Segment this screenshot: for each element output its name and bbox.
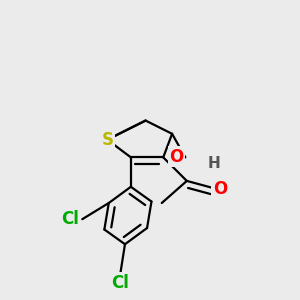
Text: Cl: Cl <box>112 274 130 292</box>
Text: Cl: Cl <box>61 210 79 228</box>
Text: O: O <box>213 180 227 198</box>
Text: O: O <box>169 148 184 166</box>
Text: S: S <box>101 131 113 149</box>
Text: H: H <box>207 156 220 171</box>
